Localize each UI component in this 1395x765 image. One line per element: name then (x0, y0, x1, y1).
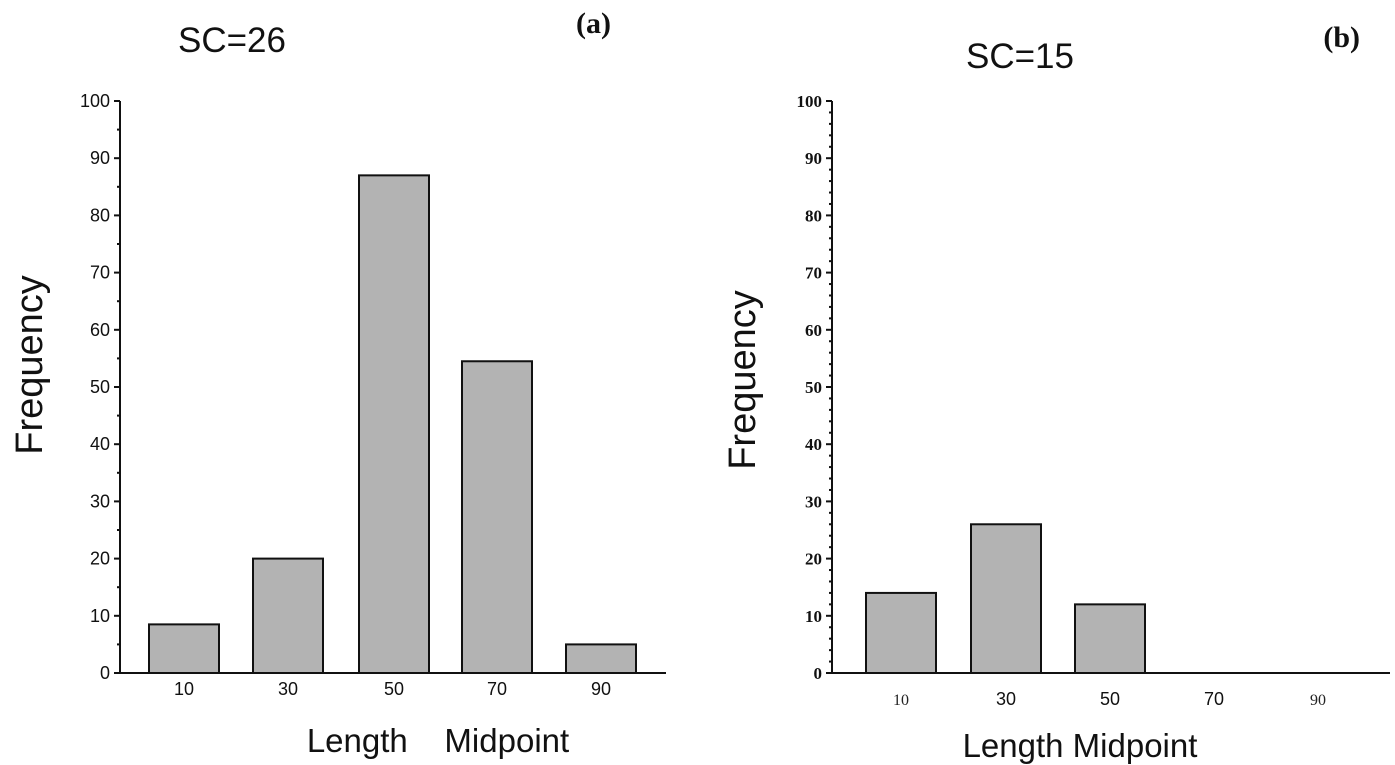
y-tick-label: 60 (805, 321, 822, 340)
y-ticks-a: 0 10 20 30 40 50 60 70 80 90 100 (80, 91, 120, 683)
bar-70 (461, 360, 533, 674)
bars-a (148, 174, 637, 675)
chart-title-a: SC=26 (178, 21, 286, 60)
y-tick-label: 20 (805, 550, 822, 569)
y-tick-label: 100 (80, 91, 110, 111)
y-tick-label: 60 (90, 320, 110, 340)
x-ticks-b: 10 30 50 70 90 (893, 689, 1326, 709)
bar-10 (148, 623, 220, 675)
bar-50 (1074, 603, 1146, 674)
panel-label-a: (a) (576, 7, 611, 40)
y-tick-label: 50 (805, 378, 822, 397)
x-ticks-a: 10 30 50 70 90 (174, 679, 611, 699)
chart-title-b: SC=15 (966, 37, 1074, 76)
x-tick-label: 70 (487, 679, 507, 699)
x-tick-label: 50 (1100, 689, 1120, 709)
bar-90 (565, 643, 637, 675)
y-tick-label: 20 (90, 549, 110, 569)
bar-50 (358, 174, 430, 675)
y-tick-label: 90 (90, 148, 110, 168)
y-axis-label-a: Frequency (9, 275, 51, 455)
y-tick-label: 80 (805, 206, 822, 225)
y-tick-label: 100 (797, 92, 823, 111)
y-axis-label-b: Frequency (722, 290, 764, 470)
y-tick-label: 50 (90, 377, 110, 397)
y-tick-label: 0 (814, 664, 823, 683)
x-tick-label: 30 (996, 689, 1016, 709)
y-ticks-b: 0 10 20 30 40 50 60 70 80 90 100 (797, 92, 832, 683)
y-tick-label: 30 (805, 492, 822, 511)
bar-30 (252, 557, 324, 674)
x-tick-label: 30 (278, 679, 298, 699)
y-tick-label: 80 (90, 205, 110, 225)
panel-label-b: (b) (1323, 21, 1360, 54)
bar-30 (970, 523, 1042, 675)
bar-10 (865, 591, 937, 674)
x-tick-label: 90 (591, 679, 611, 699)
x-axis-label-a: Length Midpoint (307, 722, 569, 759)
y-tick-label: 40 (90, 434, 110, 454)
chart-panel-b: SC=15 (b) Frequency Length Midpoint 0 10 2… (722, 21, 1390, 764)
x-tick-label: 90 (1310, 692, 1326, 709)
y-tick-label: 90 (805, 149, 822, 168)
y-tick-label: 10 (805, 607, 822, 626)
x-tick-label: 70 (1204, 689, 1224, 709)
y-tick-label: 30 (90, 491, 110, 511)
x-tick-label: 10 (893, 692, 909, 709)
y-tick-label: 0 (100, 663, 110, 683)
chart-panel-a: SC=26 (a) Frequency Length Midpoint 0 10 2… (9, 7, 666, 759)
y-tick-label: 70 (805, 264, 822, 283)
x-axis-label-b: Length Midpoint (963, 727, 1198, 764)
x-tick-label: 10 (174, 679, 194, 699)
bars-b (865, 523, 1146, 675)
y-tick-label: 40 (805, 435, 822, 454)
y-tick-label: 10 (90, 606, 110, 626)
x-tick-label: 50 (384, 679, 404, 699)
y-tick-label: 70 (90, 263, 110, 283)
